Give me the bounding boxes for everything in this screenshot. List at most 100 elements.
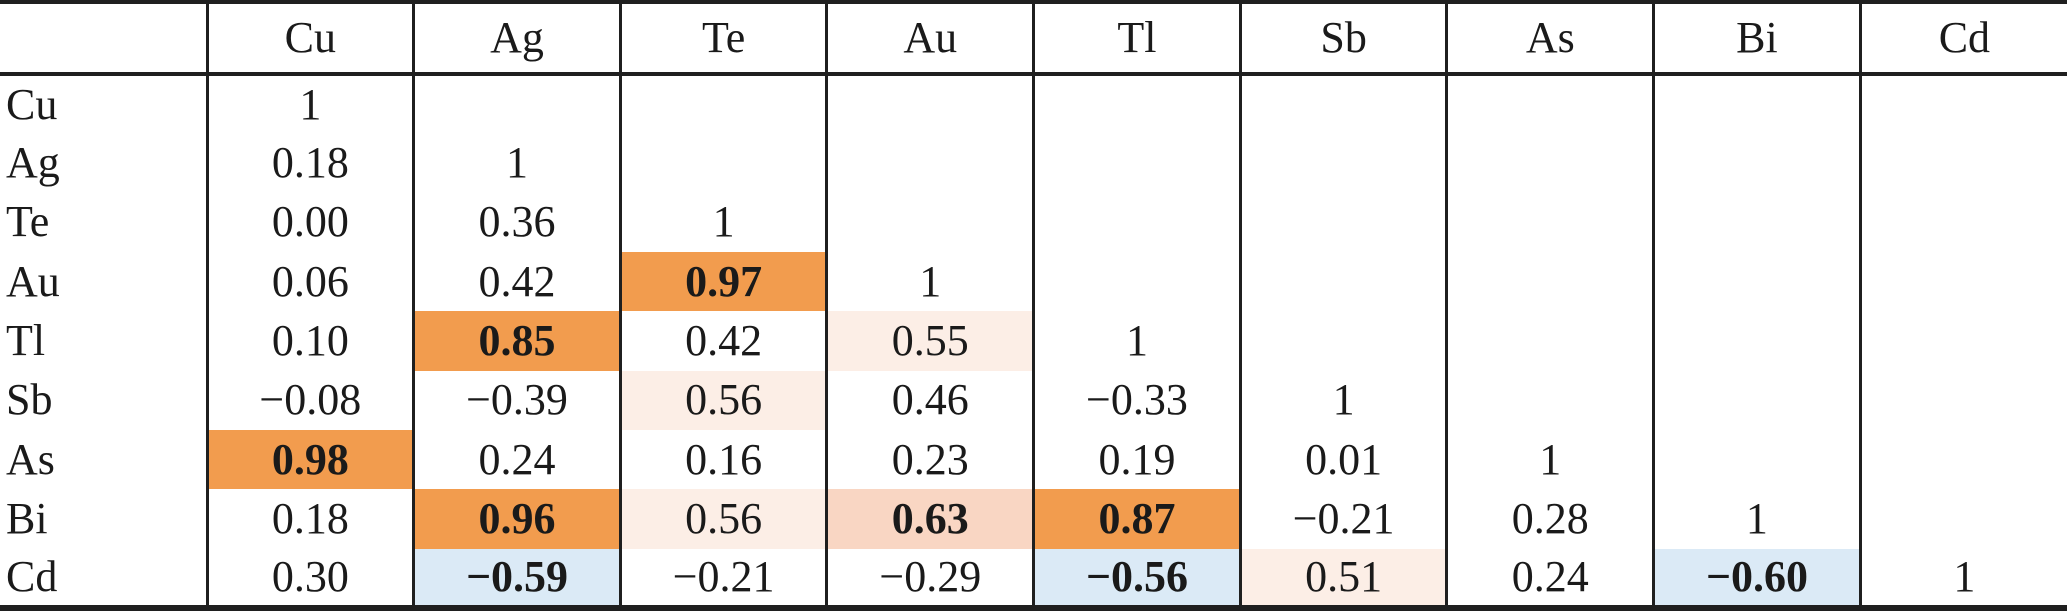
matrix-cell	[1445, 74, 1654, 134]
matrix-cell	[1858, 489, 2067, 549]
matrix-cell	[825, 133, 1034, 193]
matrix-cell	[618, 133, 827, 193]
matrix-cell: −0.39	[412, 370, 621, 430]
matrix-cell: 0.85	[412, 311, 621, 371]
matrix-cell	[1238, 251, 1447, 312]
matrix-cell: 0.23	[825, 429, 1034, 490]
table-row: Tl 0.10 0.85 0.42 0.55 1	[0, 311, 2067, 371]
matrix-cell	[1652, 251, 1861, 312]
column-header-sb: Sb	[1238, 2, 1447, 76]
matrix-cell: −0.33	[1032, 370, 1241, 430]
matrix-cell: 0.42	[412, 251, 621, 312]
corner-cell	[0, 2, 207, 76]
table-row: Cd 0.30 −0.59 −0.21 −0.29 −0.56 0.51 0.24 −0.60 1	[0, 548, 2067, 608]
table-row: Te 0.00 0.36 1	[0, 192, 2067, 252]
matrix-cell	[1032, 74, 1241, 134]
table-row: Cu 1	[0, 74, 2067, 134]
matrix-cell	[1652, 311, 1861, 371]
matrix-cell	[1858, 133, 2067, 193]
matrix-body: Cu 1 Ag 0.18 1 Te 0.00 0.36 1 Au 0.06 0.42 0.97 1 Tl 0.…	[0, 74, 2067, 608]
matrix-cell: 1	[1858, 548, 2067, 608]
matrix-cell: 0.06	[205, 251, 414, 312]
matrix-cell	[1032, 192, 1241, 252]
column-header-te: Te	[618, 2, 827, 76]
matrix-cell: 1	[412, 133, 621, 193]
matrix-cell	[825, 74, 1034, 134]
row-header-tl: Tl	[6, 315, 46, 365]
matrix-cell	[1652, 370, 1861, 430]
matrix-cell: 1	[205, 74, 414, 134]
matrix-cell	[412, 74, 621, 134]
matrix-cell	[1858, 74, 2067, 134]
matrix-cell	[1652, 133, 1861, 193]
matrix-cell	[1445, 133, 1654, 193]
matrix-cell: −0.21	[618, 548, 827, 608]
matrix-cell	[825, 192, 1034, 252]
matrix-cell: 0.87	[1032, 489, 1241, 549]
matrix-cell: 0.30	[205, 548, 414, 608]
row-header-au: Au	[6, 256, 60, 306]
table-row: As 0.98 0.24 0.16 0.23 0.19 0.01 1	[0, 429, 2067, 490]
matrix-cell: −0.60	[1652, 548, 1861, 608]
column-header-tl: Tl	[1032, 2, 1241, 76]
row-header-cd: Cd	[6, 551, 58, 601]
matrix-cell	[1238, 74, 1447, 134]
matrix-cell: 0.19	[1032, 429, 1241, 490]
matrix-cell: 0.28	[1445, 489, 1654, 549]
matrix-cell: 0.55	[825, 311, 1034, 371]
matrix-cell	[1858, 370, 2067, 430]
matrix-cell: 0.56	[618, 489, 827, 549]
matrix-cell: 0.63	[825, 489, 1034, 549]
matrix-cell: 1	[618, 192, 827, 252]
matrix-cell: 1	[1032, 311, 1241, 371]
matrix-cell	[618, 74, 827, 134]
matrix-cell: 0.16	[618, 429, 827, 490]
row-header-sb: Sb	[6, 375, 53, 425]
row-header-ag: Ag	[6, 137, 60, 187]
matrix-cell	[1858, 429, 2067, 490]
matrix-cell: 0.97	[618, 251, 827, 312]
table-row: Ag 0.18 1	[0, 133, 2067, 193]
matrix-cell	[1445, 192, 1654, 252]
matrix-cell: 0.00	[205, 192, 414, 252]
matrix-cell: 1	[1652, 489, 1861, 549]
matrix-cell: 0.36	[412, 192, 621, 252]
matrix-cell	[1652, 74, 1861, 134]
column-header-cu: Cu	[205, 2, 414, 76]
matrix-cell: 0.18	[205, 133, 414, 193]
table-row: Sb −0.08 −0.39 0.56 0.46 −0.33 1	[0, 370, 2067, 430]
matrix-cell	[1858, 192, 2067, 252]
matrix-cell: 1	[1238, 370, 1447, 430]
column-header-as: As	[1445, 2, 1654, 76]
row-header-as: As	[6, 434, 55, 484]
row-header-cu: Cu	[6, 79, 58, 129]
matrix-cell	[1858, 251, 2067, 312]
matrix-cell: 0.24	[412, 429, 621, 490]
matrix-cell	[1032, 133, 1241, 193]
matrix-cell: −0.21	[1238, 489, 1447, 549]
matrix-cell: 1	[1445, 429, 1654, 490]
column-header-bi: Bi	[1652, 2, 1861, 76]
matrix-cell: 0.10	[205, 311, 414, 371]
header-row: Cu Ag Te Au Tl Sb As Bi Cd	[0, 2, 2067, 76]
row-header-bi: Bi	[6, 493, 48, 543]
table-row: Bi 0.18 0.96 0.56 0.63 0.87 −0.21 0.28 1	[0, 489, 2067, 549]
matrix-cell	[1238, 192, 1447, 252]
matrix-cell: −0.59	[412, 548, 621, 608]
matrix-cell	[1858, 311, 2067, 371]
table-row: Au 0.06 0.42 0.97 1	[0, 251, 2067, 312]
matrix-cell: 1	[825, 251, 1034, 312]
column-header-au: Au	[825, 2, 1034, 76]
matrix-cell: 0.18	[205, 489, 414, 549]
matrix-cell	[1238, 133, 1447, 193]
row-header-te: Te	[6, 197, 50, 247]
matrix-cell: 0.01	[1238, 429, 1447, 490]
matrix-cell: −0.56	[1032, 548, 1241, 608]
matrix-cell	[1652, 429, 1861, 490]
matrix-cell: 0.46	[825, 370, 1034, 430]
matrix-cell: 0.51	[1238, 548, 1447, 608]
matrix-cell: 0.42	[618, 311, 827, 371]
matrix-cell	[1445, 370, 1654, 430]
matrix-cell: −0.08	[205, 370, 414, 430]
